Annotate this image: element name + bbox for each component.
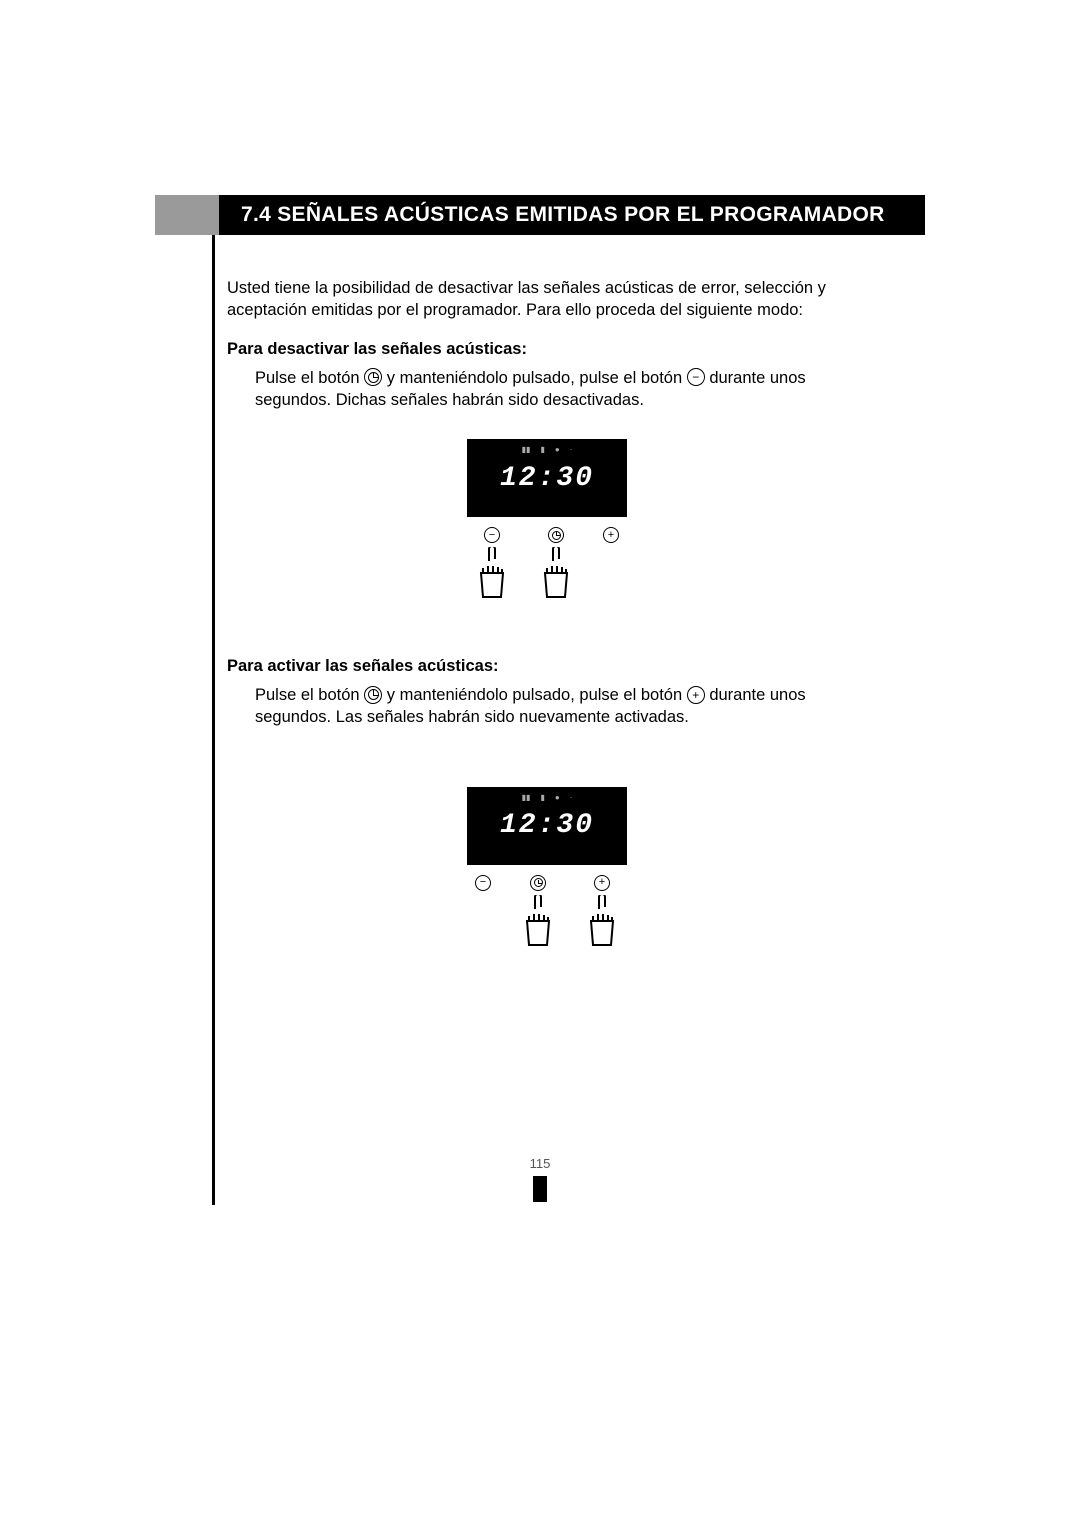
text-fragment: y manteniéndolo pulsado, pulse el botón: [387, 369, 687, 387]
clock-icon: [364, 368, 382, 386]
hand-press-icon: [539, 547, 573, 603]
plus-icon: +: [687, 686, 705, 704]
section-title: 7.4 SEÑALES ACÚSTICAS EMITIDAS POR EL PR…: [219, 195, 925, 235]
display-time: 12:30: [500, 463, 594, 494]
button-clock-column: [539, 527, 573, 603]
plus-button-icon: +: [603, 527, 619, 543]
page-number: 115: [0, 1156, 1080, 1171]
clock-icon: [364, 686, 382, 704]
display-status-icons: ▮▮▮●·: [467, 793, 627, 802]
text-fragment: Pulse el botón: [255, 369, 364, 387]
button-minus-column: −: [475, 875, 491, 891]
display-status-icons: ▮▮▮●·: [467, 445, 627, 454]
minus-button-icon: −: [475, 875, 491, 891]
figure-activate: ▮▮▮●· 12:30 −: [227, 787, 867, 957]
body-column: Usted tiene la posibilidad de desactivar…: [227, 277, 867, 957]
content-area: Usted tiene la posibilidad de desactivar…: [155, 277, 925, 957]
button-plus-column: +: [585, 875, 619, 951]
button-plus-column: +: [603, 527, 619, 543]
hand-press-icon: [585, 895, 619, 951]
button-minus-column: −: [475, 527, 509, 603]
button-row: − +: [475, 875, 619, 957]
page-marker: [533, 1176, 547, 1202]
display-time: 12:30: [500, 810, 594, 841]
plus-button-icon: +: [594, 875, 610, 891]
intro-paragraph: Usted tiene la posibilidad de desactivar…: [227, 277, 867, 322]
minus-icon: −: [687, 368, 705, 386]
minus-button-icon: −: [484, 527, 500, 543]
clock-button-icon: [530, 875, 546, 891]
button-row: −: [475, 527, 619, 609]
hand-press-icon: [475, 547, 509, 603]
oven-display: ▮▮▮●· 12:30: [467, 439, 627, 517]
text-fragment: Pulse el botón: [255, 686, 364, 704]
hand-press-icon: [521, 895, 555, 951]
button-clock-column: [521, 875, 555, 951]
clock-button-icon: [548, 527, 564, 543]
oven-display: ▮▮▮●· 12:30: [467, 787, 627, 865]
activate-paragraph: Pulse el botón y manteniéndolo pulsado, …: [255, 684, 867, 729]
side-vertical-rule: [212, 235, 215, 1205]
header-accent-block: [155, 195, 219, 235]
deactivate-paragraph: Pulse el botón y manteniéndolo pulsado, …: [255, 367, 867, 412]
activate-heading: Para activar las señales acústicas:: [227, 657, 867, 676]
manual-page: 7.4 SEÑALES ACÚSTICAS EMITIDAS POR EL PR…: [155, 195, 925, 957]
figure-deactivate: ▮▮▮●· 12:30 −: [227, 439, 867, 609]
text-fragment: y manteniéndolo pulsado, pulse el botón: [387, 686, 687, 704]
deactivate-heading: Para desactivar las señales acústicas:: [227, 340, 867, 359]
section-header-bar: 7.4 SEÑALES ACÚSTICAS EMITIDAS POR EL PR…: [155, 195, 925, 235]
